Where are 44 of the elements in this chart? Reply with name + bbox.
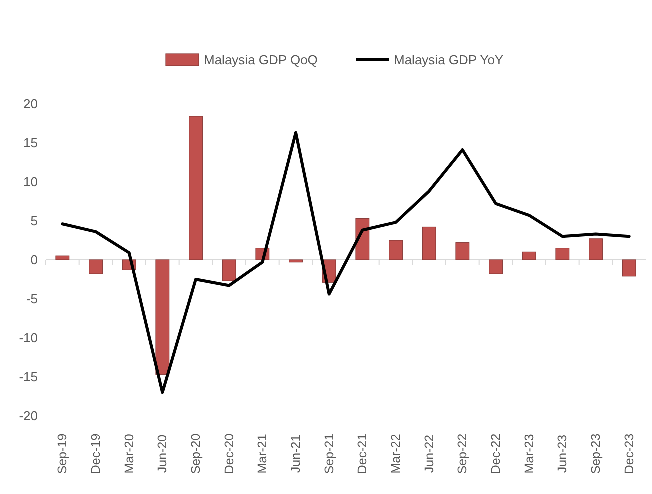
x-tick-label: Sep-21 [322, 434, 336, 474]
bar [289, 260, 303, 263]
bar [56, 256, 70, 260]
x-tick-label: Dec-20 [222, 434, 236, 474]
y-tick-label: 10 [24, 174, 38, 190]
bar [222, 260, 236, 282]
x-tick-label: Sep-23 [589, 434, 603, 474]
y-tick-label: 5 [30, 214, 38, 229]
bar [89, 260, 103, 274]
x-tick-label: Sep-19 [56, 434, 70, 474]
x-tick-label: Jun-20 [156, 434, 170, 474]
y-tick-label: -5 [26, 292, 38, 307]
x-tick-label: Jun-22 [422, 434, 436, 474]
x-tick-label: Jun-21 [289, 434, 303, 474]
x-tick-label: Dec-22 [489, 434, 503, 474]
bar [622, 260, 636, 277]
x-tick-label: Dec-23 [622, 434, 636, 474]
bar [489, 260, 503, 274]
y-tick-label: 15 [24, 136, 38, 151]
x-tick-label: Mar-22 [389, 434, 403, 474]
x-tick-label: Sep-22 [456, 434, 470, 474]
bar [456, 242, 470, 260]
legend-label: Malaysia GDP QoQ [204, 52, 318, 68]
x-tick-label: Mar-23 [522, 434, 536, 474]
bar [389, 240, 403, 260]
y-tick-label: -10 [19, 330, 38, 346]
legend-label: Malaysia GDP YoY [394, 52, 504, 68]
x-tick-label: Sep-20 [189, 434, 203, 474]
bar [556, 248, 570, 260]
bar [189, 116, 203, 260]
y-tick-label: -15 [19, 370, 38, 385]
bar [422, 226, 436, 260]
bar [589, 238, 603, 260]
x-tick-label: Dec-21 [356, 434, 370, 474]
x-tick-label: Jun-23 [556, 434, 570, 474]
x-tick-label: Mar-20 [122, 434, 136, 474]
line-series [61, 131, 631, 394]
y-tick-label: 0 [30, 252, 38, 268]
bar [156, 260, 170, 375]
x-tick-label: Mar-21 [256, 434, 270, 474]
bar [522, 252, 536, 260]
y-tick-label: 20 [24, 96, 38, 112]
x-tick-label: Dec-19 [89, 434, 103, 474]
y-tick-label: -20 [19, 408, 38, 424]
